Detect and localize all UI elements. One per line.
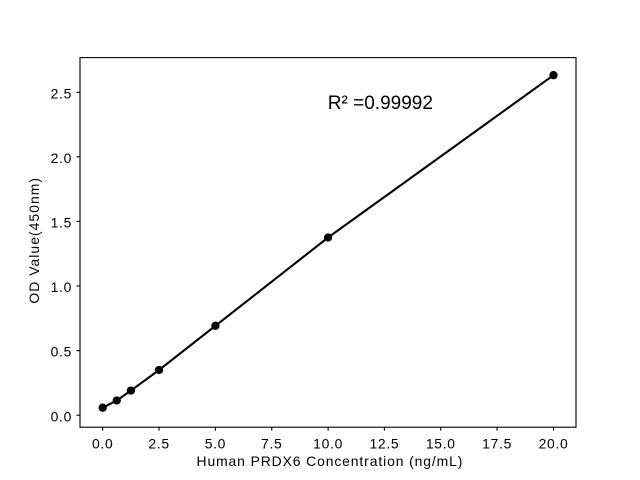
svg-text:OD Value(450nm): OD Value(450nm) [26,177,42,304]
svg-text:17.5: 17.5 [482,436,512,452]
svg-text:7.5: 7.5 [261,436,282,452]
svg-text:2.0: 2.0 [51,150,72,166]
svg-text:1.5: 1.5 [51,215,72,231]
svg-text:2.5: 2.5 [51,85,72,101]
svg-text:2.5: 2.5 [148,436,169,452]
svg-text:0.5: 0.5 [51,344,72,360]
svg-text:5.0: 5.0 [205,436,226,452]
svg-text:12.5: 12.5 [369,436,399,452]
svg-text:0.0: 0.0 [92,436,113,452]
svg-text:R² =0.99992: R² =0.99992 [328,93,433,114]
svg-text:1.0: 1.0 [51,279,72,295]
svg-text:15.0: 15.0 [426,436,456,452]
svg-text:0.0: 0.0 [51,408,72,424]
svg-text:10.0: 10.0 [313,436,343,452]
svg-text:Human PRDX6 Concentration (ng/: Human PRDX6 Concentration (ng/mL) [197,453,464,469]
svg-text:20.0: 20.0 [539,436,569,452]
